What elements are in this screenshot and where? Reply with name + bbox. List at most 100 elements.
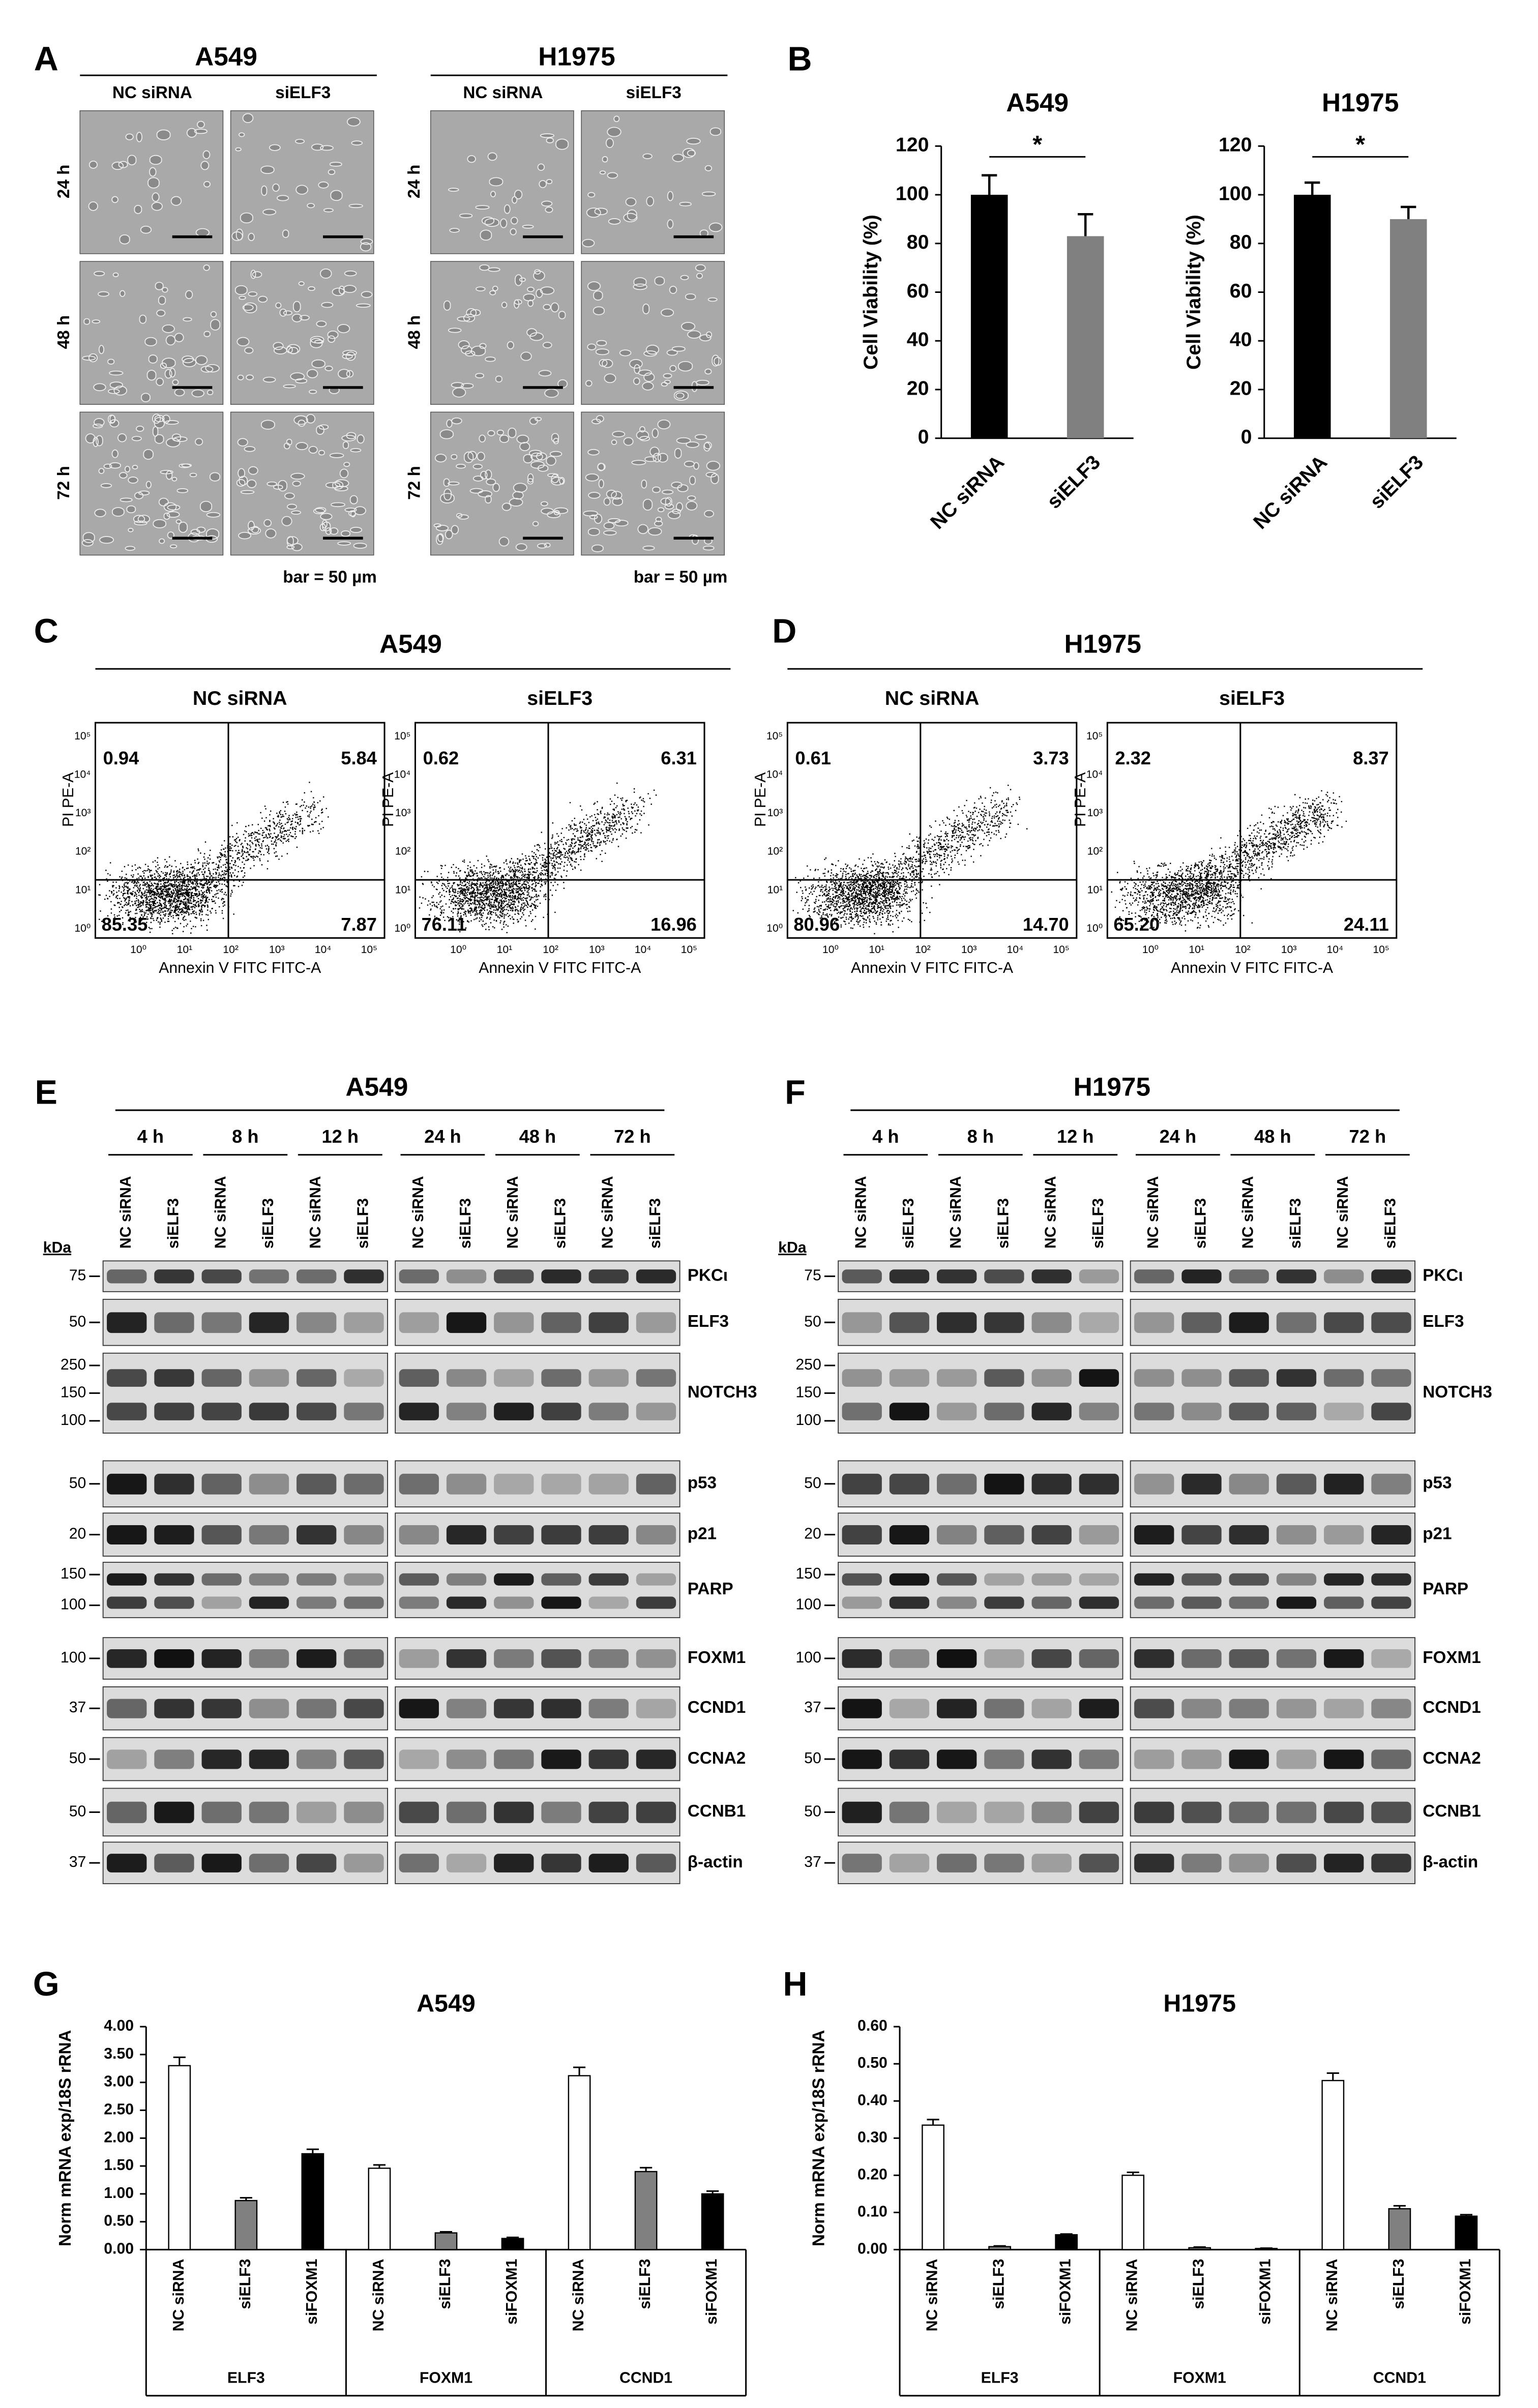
cell-texture <box>448 133 569 241</box>
protein-band <box>1276 1749 1317 1769</box>
protein-band <box>107 1749 147 1769</box>
y-tick-label: 10⁰ <box>766 923 783 934</box>
x-tick-label: siELF3 <box>991 2259 1008 2309</box>
marker-label: 150 <box>795 1565 821 1582</box>
protein-band <box>1134 1749 1174 1769</box>
protein-band <box>399 1573 439 1586</box>
bar <box>634 2171 658 2250</box>
protein-band <box>201 1369 242 1387</box>
micrograph <box>79 261 224 405</box>
protein-band <box>446 1473 487 1495</box>
protein-band <box>636 1573 676 1586</box>
protein-band <box>344 1596 384 1609</box>
marker-label: 20 <box>69 1526 86 1542</box>
quadrant-value: 8.37 <box>1353 748 1389 768</box>
protein-band <box>297 1699 337 1718</box>
micrograph <box>230 110 374 254</box>
protein-label: CCND1 <box>1423 1698 1481 1717</box>
protein-band <box>1134 1369 1174 1387</box>
protein-band <box>297 1312 337 1333</box>
protein-band <box>1324 1269 1364 1284</box>
protein-band <box>889 1525 930 1545</box>
protein-band <box>1031 1573 1072 1586</box>
lane-label: NC siRNA <box>1145 1176 1162 1248</box>
y-tick-label: 3.00 <box>104 2073 134 2090</box>
blot-strip <box>395 1686 681 1731</box>
y-tick-label: 0 <box>918 426 929 448</box>
protein-band <box>984 1573 1024 1586</box>
column-header: siELF3 <box>626 83 682 102</box>
y-tick-label: 10³ <box>395 807 411 819</box>
x-tick-label: 10⁵ <box>681 944 697 956</box>
protein-band <box>1031 1801 1072 1823</box>
y-tick-label: 60 <box>907 280 929 302</box>
protein-band <box>446 1312 487 1333</box>
event-dots <box>792 784 1028 935</box>
marker-unit: kDa <box>778 1239 807 1256</box>
protein-band <box>107 1369 147 1387</box>
protein-band <box>588 1525 629 1545</box>
column-header: NC siRNA <box>112 83 192 102</box>
blot-strip <box>395 1460 681 1508</box>
x-tick-label: 10¹ <box>869 944 884 956</box>
protein-band <box>636 1699 676 1718</box>
protein-band <box>1229 1854 1269 1872</box>
protein-band <box>636 1525 676 1545</box>
time-point: 4 h <box>872 1126 899 1147</box>
protein-band <box>984 1369 1024 1387</box>
micrograph <box>581 110 725 254</box>
y-tick-label: 0.00 <box>104 2241 134 2257</box>
protein-band <box>249 1269 289 1284</box>
protein-band <box>297 1403 337 1420</box>
protein-band <box>541 1403 581 1420</box>
row-label: 48 h <box>54 315 73 349</box>
protein-band <box>1079 1525 1119 1545</box>
protein-band <box>494 1596 534 1609</box>
y-tick-label: 0.50 <box>104 2213 134 2229</box>
protein-band <box>588 1801 629 1823</box>
protein-band <box>541 1749 581 1769</box>
protein-band <box>107 1699 147 1718</box>
bar <box>1455 2215 1478 2250</box>
blot-strip <box>1130 1260 1415 1292</box>
protein-band <box>889 1854 930 1872</box>
protein-band <box>1324 1801 1364 1823</box>
quadrant-value: 6.31 <box>661 748 697 768</box>
protein-band <box>937 1749 977 1769</box>
protein-label: PARP <box>1423 1580 1468 1598</box>
cell-texture <box>81 413 221 551</box>
time-point: 8 h <box>232 1126 258 1147</box>
protein-band <box>937 1525 977 1545</box>
protein-band <box>842 1269 882 1284</box>
protein-label: p21 <box>688 1524 717 1543</box>
marker-label: 37 <box>804 1699 821 1716</box>
protein-band <box>1181 1596 1222 1609</box>
protein-band <box>588 1596 629 1609</box>
protein-band <box>201 1801 242 1823</box>
panel-label: F <box>785 1074 806 1111</box>
protein-label: PKCι <box>688 1266 728 1285</box>
protein-band <box>1134 1649 1174 1668</box>
protein-band <box>297 1369 337 1387</box>
protein-band <box>1181 1801 1222 1823</box>
protein-band <box>984 1473 1024 1495</box>
protein-band <box>107 1854 147 1872</box>
protein-band <box>984 1649 1024 1668</box>
protein-band <box>1371 1312 1411 1333</box>
protein-band <box>297 1649 337 1668</box>
protein-band <box>1324 1473 1364 1495</box>
protein-band <box>249 1596 289 1609</box>
marker-unit: kDa <box>43 1239 72 1256</box>
time-point: 12 h <box>322 1126 359 1147</box>
protein-band <box>494 1649 534 1668</box>
lane-label: NC siRNA <box>307 1176 324 1248</box>
blot-strip <box>102 1686 388 1731</box>
protein-band <box>1276 1525 1317 1545</box>
y-tick-label: 40 <box>1230 329 1252 351</box>
y-tick-label: 10¹ <box>1087 884 1103 896</box>
x-tick-label: siFOXM1 <box>1457 2259 1474 2325</box>
lane-label: NC siRNA <box>948 1176 964 1248</box>
group-label: FOXM1 <box>1173 2370 1226 2387</box>
protein-band <box>541 1269 581 1284</box>
blot-strip <box>838 1686 1123 1731</box>
